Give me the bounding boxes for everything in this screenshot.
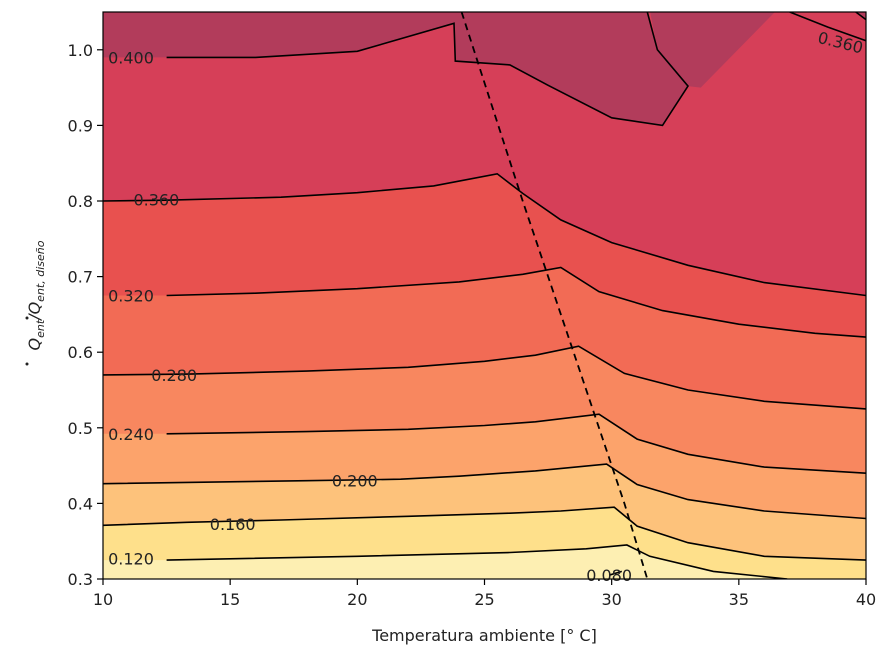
y-tick-label-0.3: 0.3 (68, 570, 93, 589)
x-tick-label-10: 10 (93, 590, 113, 609)
y-label-main: Q (25, 338, 44, 351)
y-tick-label-0.6: 0.6 (68, 343, 93, 362)
x-tick-label-15: 15 (220, 590, 240, 609)
y-tick-label-1: 1.0 (68, 41, 93, 60)
x-tick-label-20: 20 (347, 590, 367, 609)
x-axis-label: Temperatura ambiente [° C] (371, 626, 597, 645)
contour-label-7: 0.360 (133, 191, 179, 210)
y-tick-label-0.4: 0.4 (68, 494, 93, 513)
x-tick-label-25: 25 (474, 590, 494, 609)
contour-label-0: 0.080 (586, 566, 632, 585)
contour-label-6: 0.320 (108, 287, 154, 306)
y-axis-ticks: 0.3 0.4 0.5 0.6 0.7 0.8 0.9 1.0 (68, 41, 103, 589)
q-dot-1 (26, 363, 29, 366)
x-tick-label-30: 30 (601, 590, 621, 609)
y-tick-label-0.5: 0.5 (68, 419, 93, 438)
x-tick-label-35: 35 (729, 590, 749, 609)
q-dot-2 (26, 317, 29, 320)
y-tick-label-0.9: 0.9 (68, 116, 93, 135)
y-tick-label-0.7: 0.7 (68, 268, 93, 287)
contour-label-3: 0.200 (332, 472, 378, 491)
x-tick-label-40: 40 (856, 590, 876, 609)
y-label-sub1: ent (34, 319, 47, 338)
y-axis-label: Qent/Qent, diseño (25, 240, 47, 350)
x-axis-ticks: 10 15 20 25 30 35 40 (93, 579, 876, 609)
contour-label-4: 0.240 (108, 425, 154, 444)
contour-label-5: 0.280 (151, 366, 197, 385)
contour-label-1: 0.120 (108, 550, 154, 569)
y-tick-label-0.8: 0.8 (68, 192, 93, 211)
contour-fill-bands (78, 0, 883, 579)
contour-label-2: 0.160 (210, 515, 256, 534)
contour-label-9: 0.400 (108, 48, 154, 67)
y-label-sub2: ent, diseño (34, 240, 47, 302)
